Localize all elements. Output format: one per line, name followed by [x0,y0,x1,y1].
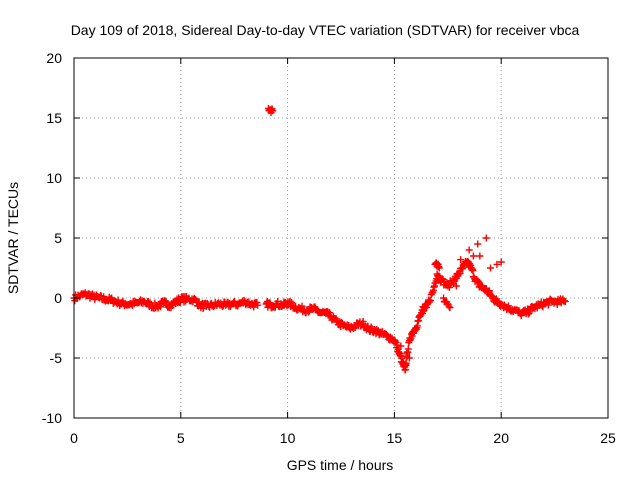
x-tick-label: 0 [70,430,78,446]
data-point [517,312,525,320]
data-point [162,298,170,306]
data-point [457,256,465,264]
data-point [404,345,412,353]
data-point [425,296,433,304]
data-point [423,300,431,308]
data-point [476,252,484,260]
x-tick-label: 10 [280,430,296,446]
data-point [393,341,401,349]
data-point [504,302,512,310]
x-axis-label: GPS time / hours [287,457,394,473]
data-point [437,276,445,284]
data-point [497,258,505,266]
data-point [250,303,258,311]
data-point [561,298,569,306]
data-point [383,332,391,340]
data-point [446,304,454,312]
data-point [445,303,453,311]
data-point [402,359,410,367]
data-point [254,301,262,309]
y-axis-label: SDTVAR / TECUs [5,182,21,294]
x-tick-label: 20 [493,430,509,446]
data-point [539,303,547,311]
y-tick-label: 5 [54,230,62,246]
data-point [469,267,477,275]
data-point [526,307,534,315]
data-point [298,302,306,310]
y-tick-label: 20 [46,50,62,66]
grid [74,58,608,418]
data-point [421,304,429,312]
data-point [144,298,152,306]
data-point [364,322,372,330]
data-point [465,246,473,254]
y-tick-label: 10 [46,170,62,186]
data-point [482,234,490,242]
x-tick-label: 15 [387,430,403,446]
y-tick-label: 15 [46,110,62,126]
data-point [269,107,277,115]
data-point [157,303,165,311]
data-point [359,317,367,325]
data-point [544,301,552,309]
data-point [155,302,163,310]
data-point [440,294,448,302]
y-tick-label: 0 [54,290,62,306]
y-tick-label: -5 [50,350,63,366]
data-point [452,282,460,290]
data-point [435,264,443,272]
axis-ticks: 0 5 10 15 20 25 -10 -5 0 5 10 15 20 [42,50,616,446]
data-point [304,308,312,316]
data-point [286,297,294,305]
x-tick-label: 25 [600,430,616,446]
data-point [493,260,501,268]
data-point [487,264,495,272]
data-point [405,354,413,362]
x-tick-label: 5 [177,430,185,446]
data-point [136,296,144,304]
y-tick-label: -10 [42,410,62,426]
data-points [70,104,569,374]
data-point [469,252,477,260]
data-point [397,342,405,350]
data-point [161,297,169,305]
data-point [474,240,482,248]
data-point [560,297,568,305]
chart-title: Day 109 of 2018, Sidereal Day-to-day VTE… [71,22,580,38]
